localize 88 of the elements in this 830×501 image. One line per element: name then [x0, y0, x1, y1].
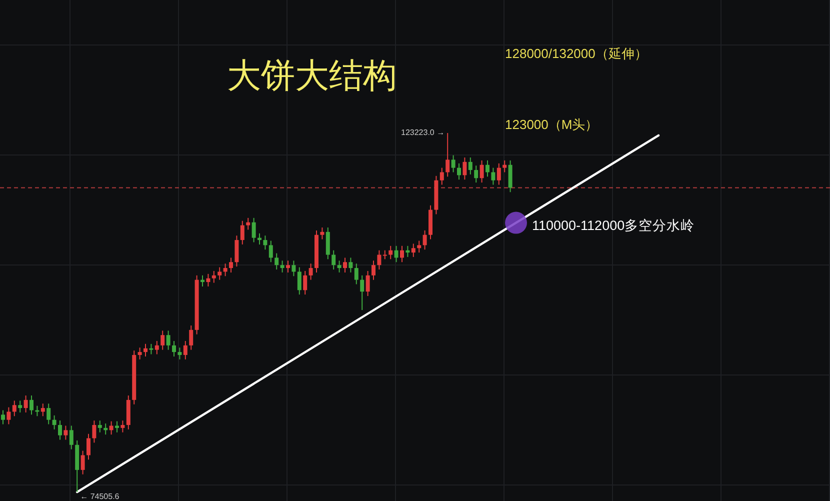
candlestick: [343, 257, 347, 273]
candlestick: [144, 343, 148, 357]
candlestick: [337, 260, 342, 273]
candlestick: [297, 266, 302, 296]
candlestick: [46, 403, 51, 425]
candlestick: [30, 395, 34, 416]
candlestick: [274, 252, 279, 270]
candlestick: [292, 260, 296, 277]
candlestick: [406, 245, 410, 258]
candlestick: [258, 232, 262, 245]
candlestick: [496, 162, 501, 186]
candlestick: [417, 240, 422, 254]
candlestick: [252, 217, 256, 243]
candlestick: [411, 243, 416, 258]
candlestick: [189, 325, 194, 350]
candlestick: [138, 347, 142, 360]
candlestick: [422, 230, 427, 250]
candlestick: [332, 250, 336, 270]
candlestick: [246, 217, 250, 230]
candlestick: [92, 420, 96, 444]
candlestick: [468, 156, 472, 175]
candlestick: [149, 343, 154, 355]
candlestick: [451, 154, 456, 173]
candlestick: [109, 420, 114, 436]
candlestick: [286, 260, 290, 273]
chart-title: 大饼大结构: [227, 57, 397, 95]
candlestick: [268, 240, 273, 263]
candlestick: [240, 220, 244, 245]
candlestick: [360, 274, 364, 311]
candlestick: [178, 347, 182, 360]
candlestick: [52, 414, 56, 430]
candlestick: [457, 162, 461, 180]
candlestick: [40, 403, 45, 417]
candlestick: [69, 425, 74, 450]
candlestick: [480, 160, 484, 184]
candlestick: [58, 420, 62, 440]
candlestick: [86, 433, 90, 460]
candlestick: [440, 167, 444, 186]
candlestick: [206, 273, 210, 287]
candlestick: [24, 395, 28, 413]
candlestick: [166, 330, 170, 350]
candlestick: [354, 263, 358, 285]
candlestick: [115, 420, 119, 433]
candlestick: [223, 263, 228, 277]
candlestick: [280, 260, 284, 273]
candlestick: [508, 160, 512, 193]
candlestick: [229, 257, 233, 273]
candlestick: [491, 167, 496, 186]
candlestick: [183, 340, 188, 360]
candlestick: [80, 450, 85, 475]
candlestick: [12, 400, 16, 417]
candlestick: [366, 270, 370, 297]
candlestick: [320, 226, 324, 240]
candlestick: [377, 250, 382, 270]
candlestick: [98, 420, 102, 433]
candlestick: [172, 340, 176, 357]
annotation: 110000-112000多空分水岭: [532, 218, 695, 233]
text: 128000/132000（延伸）: [505, 46, 648, 61]
candlestick: [263, 235, 268, 250]
candlestick: [18, 400, 22, 413]
annotation: 123223.0 →: [401, 128, 445, 137]
candlestick: [502, 160, 507, 173]
candlestick: [200, 274, 204, 287]
candlestick: [35, 405, 40, 417]
candlestick: [462, 156, 467, 180]
candlestick: [446, 132, 450, 178]
candlestick: [388, 245, 393, 260]
candlestick: [348, 257, 353, 273]
candlestick: [120, 420, 125, 433]
candlestick: [154, 340, 159, 355]
candlestick: [234, 235, 239, 268]
candlestick: [64, 425, 68, 440]
candlestick: [303, 270, 308, 296]
candlestick: [394, 245, 398, 263]
candlestick: [218, 266, 222, 280]
candlestick: [212, 270, 216, 284]
candlestick: [486, 160, 490, 178]
candlestick: [308, 263, 313, 280]
candlestick: [400, 245, 404, 263]
candlestick: [474, 165, 478, 184]
annotation: ← 74505.6: [80, 492, 120, 501]
candlestick: [1, 410, 5, 425]
candlestick: [326, 226, 330, 260]
text: 123000（M头）: [505, 117, 598, 132]
candlestick: [6, 406, 11, 425]
candlestick: [104, 423, 108, 436]
candlestick: [372, 260, 376, 280]
candlestick: [160, 330, 165, 350]
